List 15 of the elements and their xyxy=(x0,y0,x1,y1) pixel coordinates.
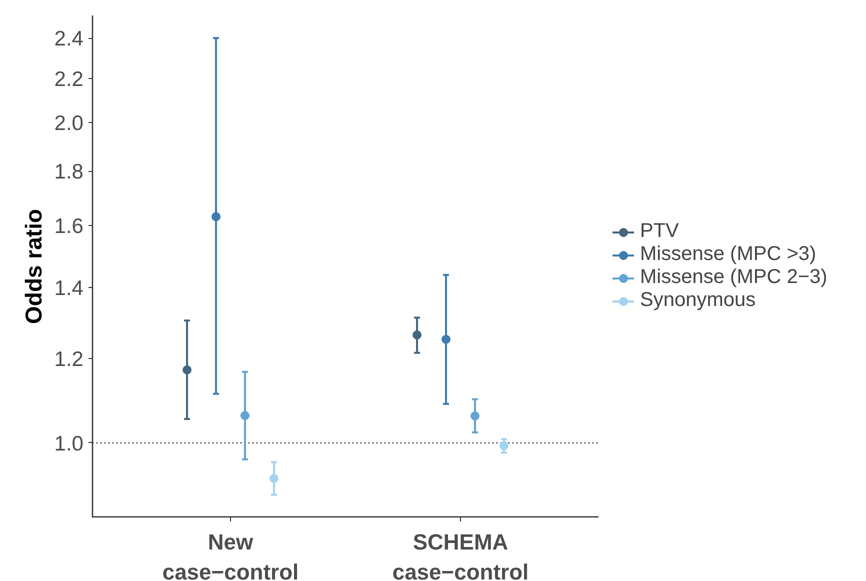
x-tick-label: New case−control xyxy=(162,530,299,581)
legend-label: Missense (MPC 2−3) xyxy=(640,266,828,289)
x-tick-label: SCHEMA case−control xyxy=(392,530,529,581)
legend-label: PTV xyxy=(640,220,679,243)
y-axis-title: Odds ratio xyxy=(20,208,46,324)
y-tick-label: 1.2 xyxy=(54,348,84,372)
y-tick-label: 1.0 xyxy=(54,432,84,456)
y-tick-label: 1.8 xyxy=(54,160,84,184)
legend-label: Synonymous xyxy=(640,289,756,312)
y-tick-label: 2.2 xyxy=(54,68,84,91)
y-tick-label: 2.0 xyxy=(54,112,84,135)
y-tick-label: 1.6 xyxy=(54,215,84,238)
legend-label: Missense (MPC >3) xyxy=(640,243,816,266)
y-tick-label: 2.4 xyxy=(54,28,84,51)
y-tick-label: 1.4 xyxy=(54,276,84,300)
